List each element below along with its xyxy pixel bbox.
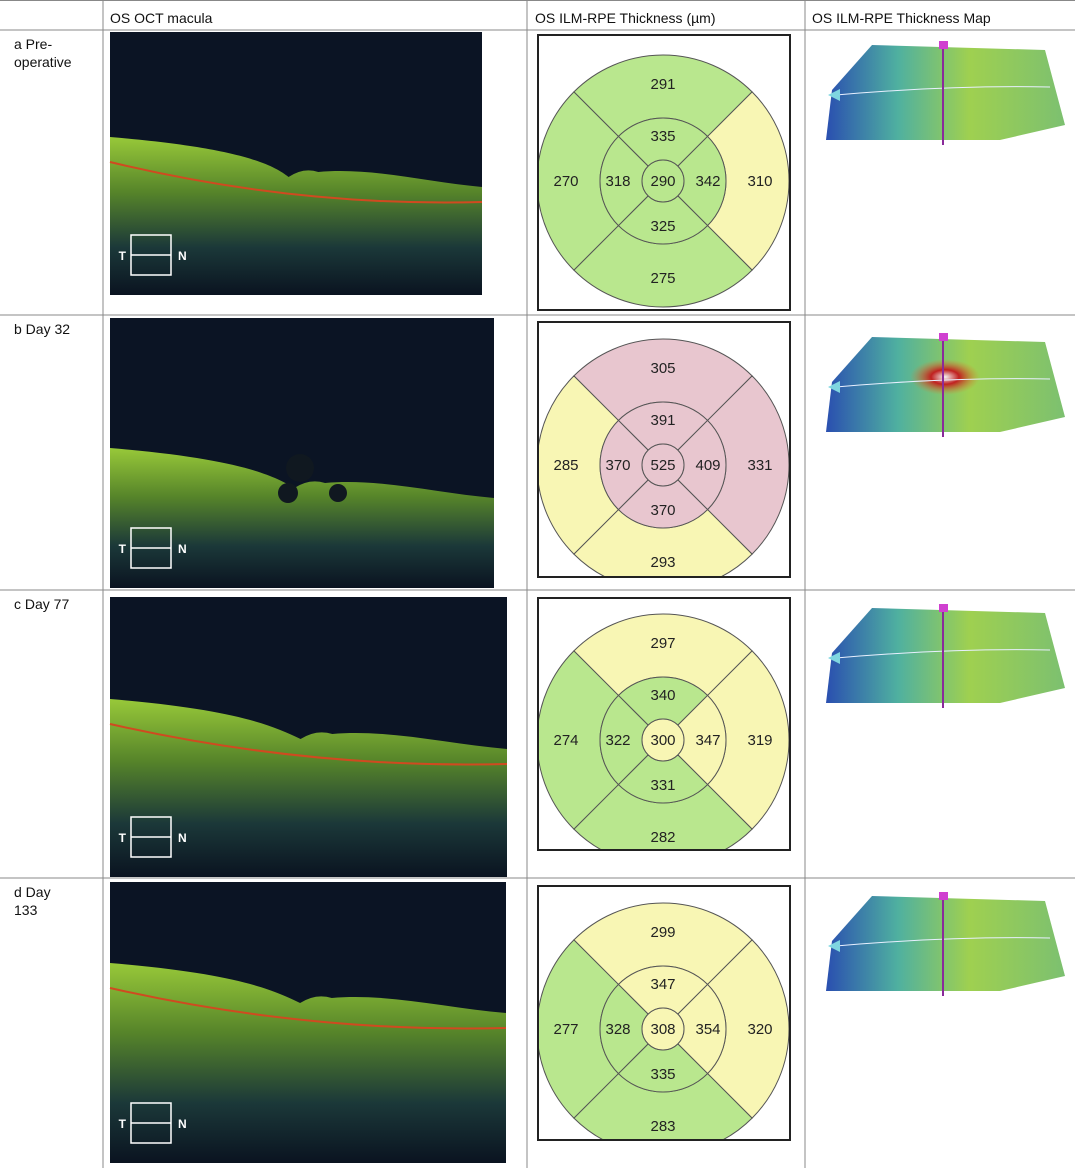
sector-value: 391 — [650, 412, 675, 429]
thickness-grid: 297 340 319 347 282 331 274 322 300 — [537, 614, 789, 866]
map-section-handle — [939, 41, 948, 49]
map-section-handle — [939, 604, 948, 612]
thickness-grid: 305 391 331 409 293 370 285 370 525 — [537, 339, 789, 591]
sector-value: 322 — [605, 732, 630, 749]
sector-value: 299 — [650, 924, 675, 941]
sector-value: 285 — [553, 457, 578, 474]
map-peak — [910, 359, 980, 395]
figure-table: T N 291 335 310 342 275 325 270 318 290 T N 305 391 331… — [0, 0, 1075, 1168]
oct-cyst — [278, 483, 298, 503]
sector-value: 525 — [650, 457, 675, 474]
sector-value: 328 — [605, 1021, 630, 1038]
figure-art: T N 291 335 310 342 275 325 270 318 290 T N 305 391 331… — [0, 0, 1075, 1168]
orientation-temporal: T — [119, 1117, 127, 1131]
sector-value: 293 — [650, 554, 675, 571]
sector-value: 335 — [650, 1066, 675, 1083]
map-section-handle — [939, 333, 948, 341]
sector-value: 283 — [650, 1118, 675, 1135]
sector-value: 310 — [747, 173, 772, 190]
orientation-temporal: T — [119, 831, 127, 845]
sector-value: 282 — [650, 829, 675, 846]
map-section-handle — [939, 892, 948, 900]
sector-value: 305 — [650, 360, 675, 377]
thickness-grid: 291 335 310 342 275 325 270 318 290 — [537, 55, 789, 307]
sector-value: 331 — [650, 777, 675, 794]
sector-value: 277 — [553, 1021, 578, 1038]
sector-value: 347 — [695, 732, 720, 749]
sector-value: 319 — [747, 732, 772, 749]
sector-value: 320 — [747, 1021, 772, 1038]
orientation-nasal: N — [178, 831, 187, 845]
sector-value: 300 — [650, 732, 675, 749]
sector-value: 340 — [650, 687, 675, 704]
column-header: OS ILM-RPE Thickness Map — [812, 10, 991, 26]
oct-cyst — [286, 454, 314, 482]
row-label: b Day 32 — [14, 320, 76, 338]
sector-value: 409 — [695, 457, 720, 474]
orientation-temporal: T — [119, 249, 127, 263]
sector-value: 347 — [650, 976, 675, 993]
thickness-grid: 299 347 320 354 283 335 277 328 308 — [537, 903, 789, 1155]
row-label: c Day 77 — [14, 595, 76, 613]
orientation-nasal: N — [178, 542, 187, 556]
orientation-nasal: N — [178, 249, 187, 263]
sector-value: 370 — [650, 502, 675, 519]
sector-value: 290 — [650, 173, 675, 190]
orientation-temporal: T — [119, 542, 127, 556]
sector-value: 318 — [605, 173, 630, 190]
sector-value: 325 — [650, 218, 675, 235]
oct-cyst — [329, 484, 347, 502]
sector-value: 331 — [747, 457, 772, 474]
row-label: d Day 133 — [14, 883, 76, 919]
sector-value: 291 — [650, 76, 675, 93]
orientation-nasal: N — [178, 1117, 187, 1131]
row-label: a Pre-operative — [14, 35, 76, 71]
sector-value: 342 — [695, 173, 720, 190]
sector-value: 270 — [553, 173, 578, 190]
sector-value: 274 — [553, 732, 578, 749]
sector-value: 275 — [650, 270, 675, 287]
sector-value: 335 — [650, 128, 675, 145]
sector-value: 308 — [650, 1021, 675, 1038]
sector-value: 354 — [695, 1021, 720, 1038]
sector-value: 370 — [605, 457, 630, 474]
column-header: OS OCT macula — [110, 10, 212, 26]
column-header: OS ILM-RPE Thickness (µm) — [535, 10, 716, 26]
sector-value: 297 — [650, 635, 675, 652]
